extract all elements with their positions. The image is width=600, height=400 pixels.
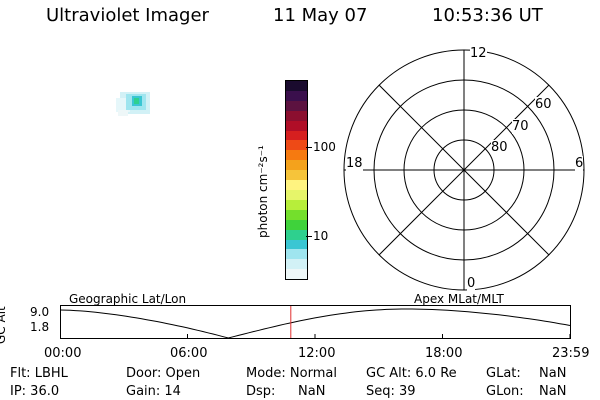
emission-image [116,92,150,116]
colorbar-segment [286,170,307,181]
instrument-title: Ultraviolet Imager [46,5,209,26]
colorbar-segment [286,180,307,190]
colorbar-segment [286,229,307,240]
timeline-ymax: 9.0 [30,305,50,319]
time-label: 10:53:36 UT [432,5,543,26]
polar-label-0: 0 [467,276,476,291]
dsp-value: NaN [298,384,326,399]
polar-label-12: 12 [470,46,487,61]
colorbar-segment [286,239,307,250]
colorbar-tick-10 [306,236,312,237]
colorbar-segment [286,219,307,230]
time-tick-2: 12:00 [298,346,336,361]
time-tick-3: 18:00 [425,346,463,361]
apex-title: Apex MLat/MLT [414,292,504,306]
seq-info: Seq: 39 [366,384,416,399]
colorbar-segment [286,209,307,220]
mode-info: Mode: Normal [246,366,337,381]
colorbar-segment [286,110,307,121]
colorbar-segment [286,140,307,151]
lat-label-70: 70 [512,119,529,134]
gc-alt-axis-label: GC Alt [0,306,8,344]
color-bar [285,80,308,280]
timeline-ymin: 1.8 [30,320,50,334]
colorbar-segment [286,150,307,161]
date-label: 11 May 07 [273,5,368,26]
colorbar-segment [286,199,307,210]
filter-info: Flt: LBHL [10,366,68,381]
polar-plot [343,49,585,291]
colorbar-segment [286,100,307,111]
time-tick-1: 06:00 [170,346,208,361]
dsp-label: Dsp: [246,384,276,399]
colorbar-segment [286,189,307,200]
glon-value: NaN [539,384,567,399]
colorbar-segment [286,269,307,280]
colorbar-segment [286,130,307,141]
emission-spot [116,92,150,116]
altitude-curve [60,308,571,339]
lat-label-60: 60 [535,97,552,112]
colorbar-unit-label: photon cm⁻²s⁻¹ [256,145,270,238]
glat-label: GLat: [486,366,521,381]
colorbar-tick-label-10: 10 [313,229,329,243]
colorbar-segment [286,160,307,171]
colorbar-segment [286,259,307,270]
gc-alt-info: GC Alt: 6.0 Re [366,366,457,381]
glat-value: NaN [539,366,567,381]
timeline-frame [60,305,571,339]
polar-label-6: 6 [575,156,584,171]
polar-diagonal-2 [378,84,550,256]
time-tick-4: 23:59 [552,346,590,361]
colorbar-segment [286,81,307,91]
altitude-timeline [60,305,571,339]
time-tick-0: 00:00 [44,346,82,361]
gain-info: Gain: 14 [126,384,181,399]
ip-info: IP: 36.0 [10,384,60,399]
door-info: Door: Open [126,366,201,381]
lat-label-80: 80 [491,140,508,155]
geographic-title: Geographic Lat/Lon [69,292,187,306]
polar-label-18: 18 [346,156,363,171]
colorbar-segment [286,90,307,101]
colorbar-tick-100 [306,147,312,148]
colorbar-segment [286,249,307,260]
time-tick-marks [60,334,571,338]
colorbar-segment [286,120,307,131]
glon-label: GLon: [486,384,524,399]
colorbar-tick-label-100: 100 [313,140,336,154]
